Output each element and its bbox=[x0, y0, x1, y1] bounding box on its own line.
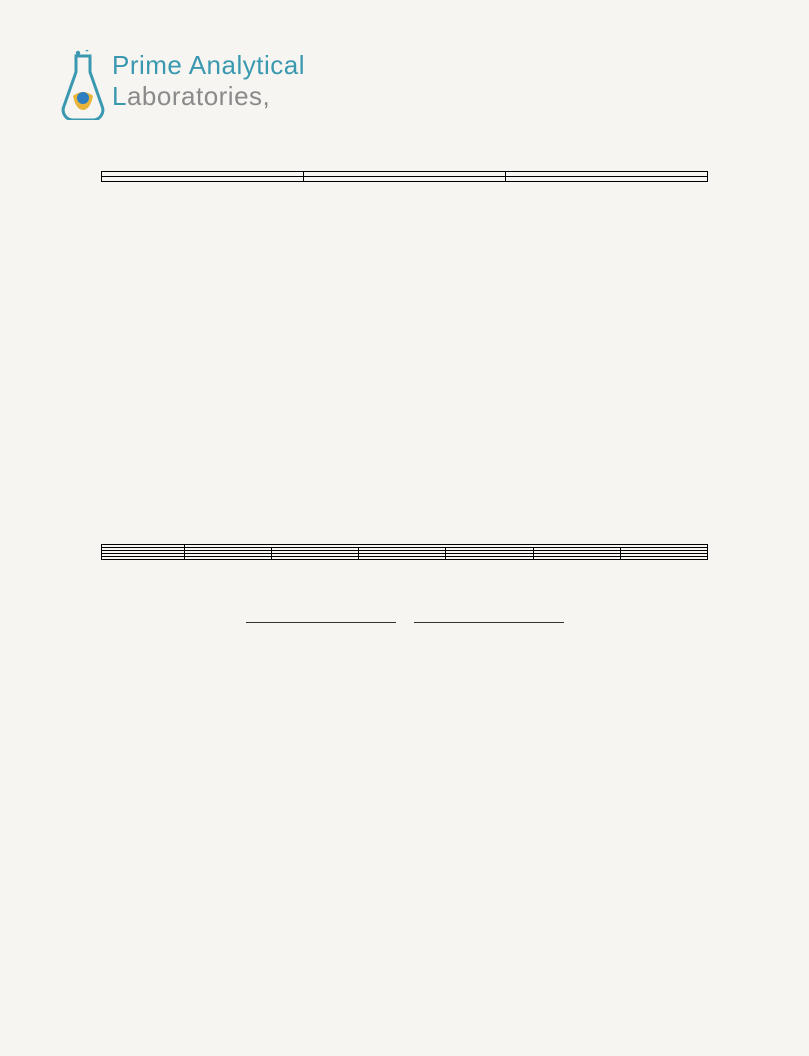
flask-icon bbox=[60, 50, 106, 120]
hplc-chromatogram bbox=[90, 188, 730, 538]
peaks-table bbox=[101, 544, 707, 560]
summary-c2 bbox=[505, 177, 707, 182]
sample-right-col bbox=[405, 151, 750, 159]
summary-c0 bbox=[102, 177, 304, 182]
summary-c1 bbox=[304, 177, 506, 182]
sample-left-col bbox=[60, 151, 405, 159]
summary-table bbox=[101, 171, 707, 182]
peak-sum-row bbox=[102, 557, 707, 560]
client-info bbox=[60, 128, 380, 133]
company-logo: Prime Analytical Laboratories, bbox=[60, 50, 305, 120]
prepared-signature bbox=[246, 600, 396, 623]
approved-signature bbox=[414, 600, 564, 623]
report-info bbox=[380, 128, 749, 133]
